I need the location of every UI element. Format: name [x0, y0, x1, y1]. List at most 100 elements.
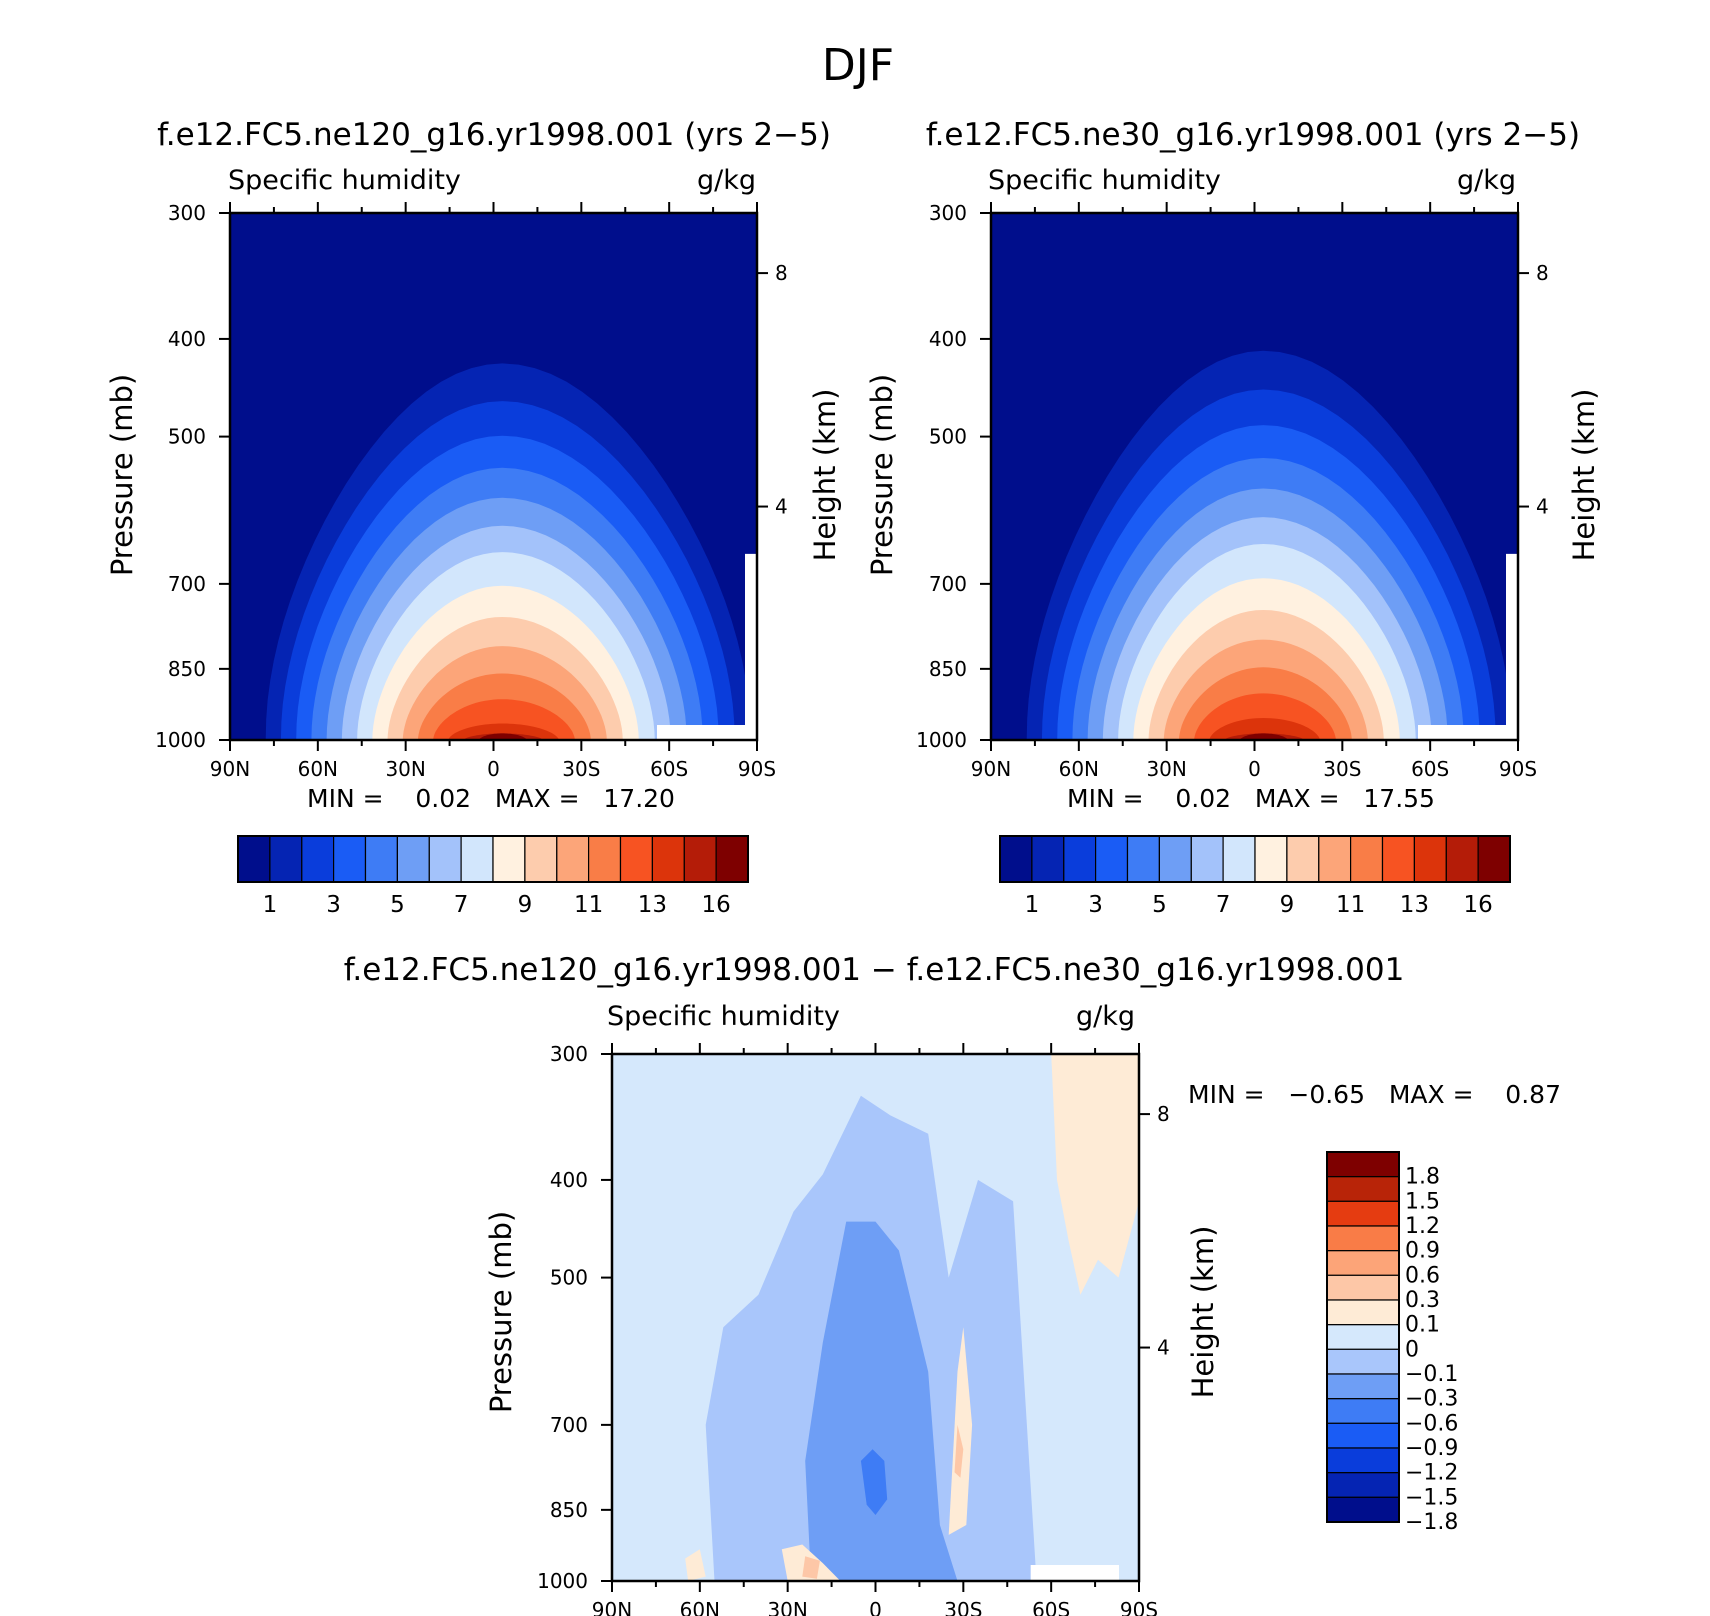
x-tick-label: 0 — [1248, 757, 1261, 781]
colorbar-label: 1.2 — [1405, 1214, 1440, 1239]
panel-title: f.e12.FC5.ne120_g16.yr1998.001 − f.e12.F… — [344, 952, 1405, 988]
colorbar-label: 5 — [390, 892, 405, 918]
colorbar-swatch — [1326, 1324, 1400, 1350]
colorbar-swatch — [1349, 835, 1384, 883]
y2-tick-label: 8 — [1157, 1102, 1170, 1126]
missing-data-region — [657, 725, 757, 740]
colorbar: 1.81.51.20.90.60.30.10−0.1−0.3−0.6−0.9−1… — [1326, 1151, 1458, 1535]
colorbar-swatch — [1445, 835, 1479, 883]
x-tick-label: 60N — [1059, 757, 1099, 781]
missing-data-region — [745, 553, 757, 740]
colorbar-label: 7 — [454, 892, 469, 918]
plot-axes: 90N 60N 30N 0 30S 60S 90S 300 400 500 700 850 1000 8 4 — [537, 1042, 1170, 1616]
colorbar-swatch — [1318, 835, 1352, 883]
y-tick-label: 1000 — [155, 728, 206, 752]
colorbar-swatch — [460, 835, 494, 883]
contour-fill-level — [802, 1556, 820, 1579]
min-max-stats: MIN = 0.02 MAX = 17.55 — [1067, 784, 1435, 813]
colorbar-label: 16 — [1463, 892, 1492, 918]
colorbar-label: 13 — [1400, 892, 1429, 918]
contour-fill-level — [1239, 733, 1288, 740]
colorbar-label: 13 — [638, 892, 667, 918]
colorbar-label: 1 — [1025, 892, 1040, 918]
colorbar-swatch — [1326, 1422, 1400, 1449]
units-label: g/kg — [1457, 165, 1516, 196]
colorbar: 1 3 5 7 9 11 13 16 — [999, 835, 1511, 918]
y-tick-label: 700 — [550, 1413, 588, 1437]
colorbar-label: 1.8 — [1405, 1165, 1440, 1190]
contour-fill-level — [954, 1424, 964, 1478]
colorbar-swatch — [1326, 1250, 1400, 1276]
colorbar-label: 11 — [1336, 892, 1365, 918]
y2-tick-label: 4 — [1536, 495, 1549, 519]
y-tick-label: 700 — [168, 572, 206, 596]
colorbar-swatch — [333, 835, 367, 883]
colorbar-label: 9 — [1280, 892, 1295, 918]
colorbar-swatch — [1063, 835, 1097, 883]
panel-ne30: f.e12.FC5.ne30_g16.yr1998.001 (yrs 2−5) … — [865, 117, 1601, 918]
x-tick-label: 60S — [1411, 757, 1449, 781]
colorbar-label: −0.9 — [1405, 1436, 1458, 1461]
colorbar-swatch — [1477, 835, 1511, 883]
x-tick-label: 30N — [385, 757, 425, 781]
colorbar-label: −0.3 — [1405, 1387, 1458, 1412]
min-max-stats: MIN = 0.02 MAX = 17.20 — [307, 784, 675, 813]
colorbar-swatch — [1326, 1225, 1400, 1252]
colorbar-swatch — [1413, 835, 1447, 883]
y-tick-label: 300 — [168, 201, 206, 225]
y-tick-label: 1000 — [916, 728, 967, 752]
x-tick-label: 0 — [869, 1598, 882, 1616]
missing-data-region — [1506, 553, 1518, 740]
colorbar-swatch — [492, 835, 526, 883]
colorbar: 1 3 5 7 9 11 13 16 — [237, 835, 749, 918]
panel-diff: f.e12.FC5.ne120_g16.yr1998.001 − f.e12.F… — [344, 952, 1561, 1616]
x-tick-label: 0 — [487, 757, 500, 781]
colorbar-label: 7 — [1216, 892, 1231, 918]
contour-fill-level — [860, 1449, 888, 1515]
y-tick-label: 700 — [929, 572, 967, 596]
colorbar-frame — [999, 835, 1511, 883]
contour-fill-level — [478, 733, 527, 740]
contour-fill-level — [948, 1327, 973, 1535]
colorbar-swatch — [1326, 1176, 1400, 1202]
y-tick-label: 850 — [929, 657, 967, 681]
colorbar-label: 9 — [518, 892, 533, 918]
panel-ne120: f.e12.FC5.ne120_g16.yr1998.001 (yrs 2−5)… — [105, 117, 842, 918]
contour-field — [230, 213, 757, 740]
y2-axis-label: Height (km) — [808, 389, 842, 562]
colorbar-swatch — [556, 835, 590, 883]
colorbar-label: −0.1 — [1405, 1362, 1458, 1387]
panel-title: f.e12.FC5.ne30_g16.yr1998.001 (yrs 2−5) — [926, 117, 1580, 153]
y-axis-label: Pressure (mb) — [865, 374, 899, 576]
y2-axis-label: Height (km) — [1567, 389, 1601, 562]
colorbar-swatch — [999, 835, 1033, 883]
colorbar-label: 3 — [326, 892, 341, 918]
colorbar-swatch — [1158, 835, 1192, 883]
colorbar-label: 1 — [263, 892, 278, 918]
y-tick-label: 300 — [550, 1042, 588, 1066]
colorbar-label: 0 — [1405, 1337, 1419, 1362]
y-tick-label: 300 — [929, 201, 967, 225]
colorbar-swatch — [396, 835, 430, 883]
colorbar-label: −0.6 — [1405, 1411, 1458, 1436]
colorbar-swatch — [683, 835, 717, 883]
colorbar-swatch — [619, 835, 653, 883]
colorbar-swatch — [269, 835, 303, 883]
x-tick-label: 30S — [944, 1598, 982, 1616]
colorbar-swatch — [1326, 1348, 1400, 1375]
x-tick-label: 30S — [562, 757, 600, 781]
colorbar-label: 5 — [1152, 892, 1167, 918]
min-max-stats: MIN = −0.65 MAX = 0.87 — [1188, 1080, 1561, 1109]
x-tick-label: 30N — [767, 1598, 807, 1616]
colorbar-swatch — [1031, 835, 1065, 883]
x-tick-label: 30S — [1323, 757, 1361, 781]
colorbar-swatch — [1326, 1447, 1400, 1474]
colorbar-swatch — [1222, 835, 1256, 883]
colorbar-label: 1.5 — [1405, 1189, 1440, 1214]
colorbar-swatch — [1326, 1472, 1400, 1498]
colorbar-swatch — [1326, 1398, 1400, 1424]
x-tick-label: 90S — [738, 757, 776, 781]
y2-tick-label: 4 — [775, 495, 788, 519]
colorbar-swatch — [1326, 1299, 1400, 1326]
colorbar-label: 0.1 — [1405, 1313, 1440, 1338]
